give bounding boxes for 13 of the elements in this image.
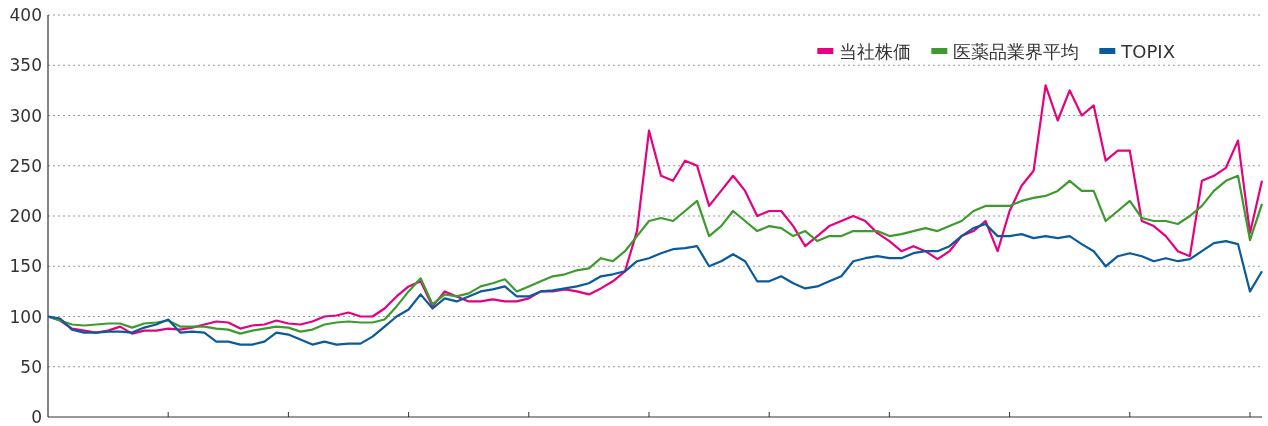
y-tick-label: 350 [9,55,42,76]
y-tick-label: 250 [9,155,42,176]
legend-label: TOPIX [1120,41,1175,62]
y-tick-label: 200 [9,206,42,226]
y-tick-label: 400 [9,5,42,25]
y-tick-label: 300 [9,105,42,126]
legend-label: 当社株価 [839,41,912,62]
line-series [46,222,1264,346]
y-tick-label: 0 [31,407,42,426]
y-tick-label: 100 [9,306,42,327]
legend-label: 医薬品業界平均 [953,41,1080,62]
y-tick-label: 150 [9,256,42,277]
y-tick-label: 50 [20,356,42,377]
